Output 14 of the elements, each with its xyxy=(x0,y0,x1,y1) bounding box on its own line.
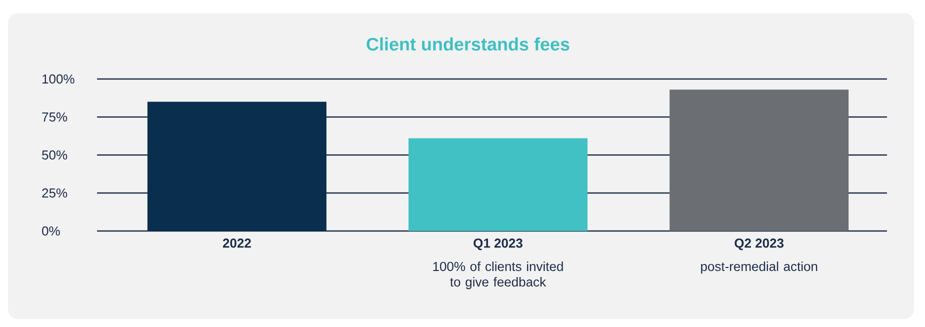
y-tick-label: 0% xyxy=(42,226,60,236)
y-tick-label: 75% xyxy=(42,112,68,122)
x-tick-label: 2022 xyxy=(222,238,251,248)
y-tick-label: 100% xyxy=(42,74,74,84)
text: 100% of clients invited to give feedback xyxy=(433,262,563,290)
y-tick-label: 50% xyxy=(42,150,68,160)
chart-title: Client understands fees xyxy=(366,37,570,51)
x-tick-label: Q1 2023 xyxy=(474,238,522,250)
y-tick-label: 25% xyxy=(42,188,68,198)
bar xyxy=(408,138,588,231)
text: post-remedial action xyxy=(701,262,818,274)
x-tick-label: Q2 2023 xyxy=(734,238,784,250)
bar xyxy=(670,90,849,231)
bar xyxy=(147,102,326,231)
